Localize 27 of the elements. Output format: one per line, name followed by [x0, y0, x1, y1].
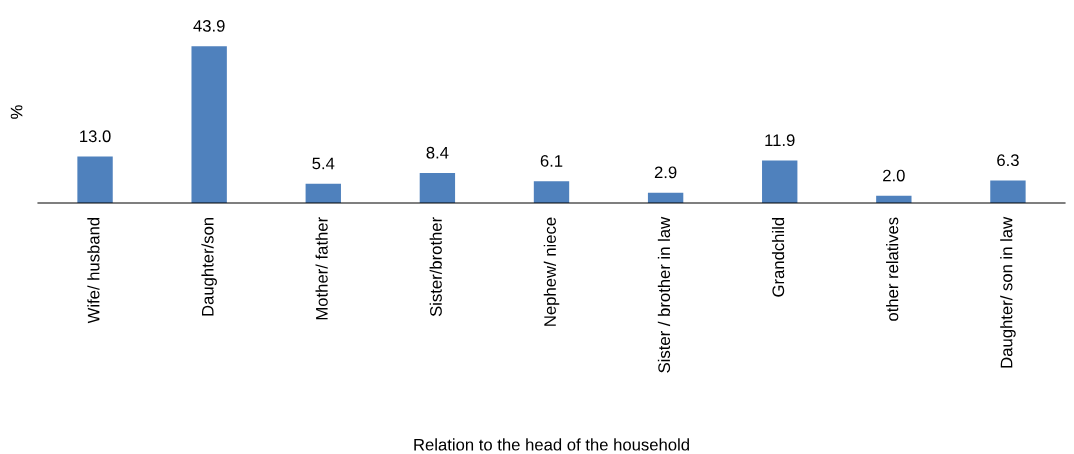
x-axis-title: Relation to the head of the household: [414, 438, 689, 451]
data-label: 2.9: [654, 166, 677, 179]
bar: [419, 172, 456, 203]
x-tick-label: Grandchild: [771, 217, 785, 297]
bar: [990, 180, 1026, 203]
data-label: 11.9: [765, 134, 795, 147]
data-label: 2.0: [883, 169, 905, 182]
x-tick-label: Sister/brother: [429, 217, 442, 317]
bar: [77, 156, 113, 203]
x-tick-label: Daughter/son: [201, 217, 217, 316]
data-label: 6.3: [997, 154, 1019, 167]
bar: [191, 46, 227, 203]
bar: [305, 183, 341, 203]
data-label: 13.0: [80, 130, 111, 143]
x-tick-label: Nephew/ niece: [543, 217, 560, 326]
x-tick-label: Sister / brother in law: [657, 216, 671, 373]
bar: [762, 160, 798, 203]
x-tick-label: other relatives: [886, 217, 899, 321]
data-label: 5.4: [312, 157, 335, 170]
x-tick-label: Wife/ husband: [87, 217, 100, 324]
bar: [533, 181, 570, 203]
data-label: 6.1: [540, 155, 563, 167]
data-label: 43.9: [193, 19, 225, 32]
y-axis-title: %: [10, 105, 23, 119]
x-tick-label: Mother/ father: [315, 217, 328, 320]
x-tick-label: Daughter/ son in law: [1000, 216, 1016, 368]
data-label: 8.4: [426, 146, 449, 159]
